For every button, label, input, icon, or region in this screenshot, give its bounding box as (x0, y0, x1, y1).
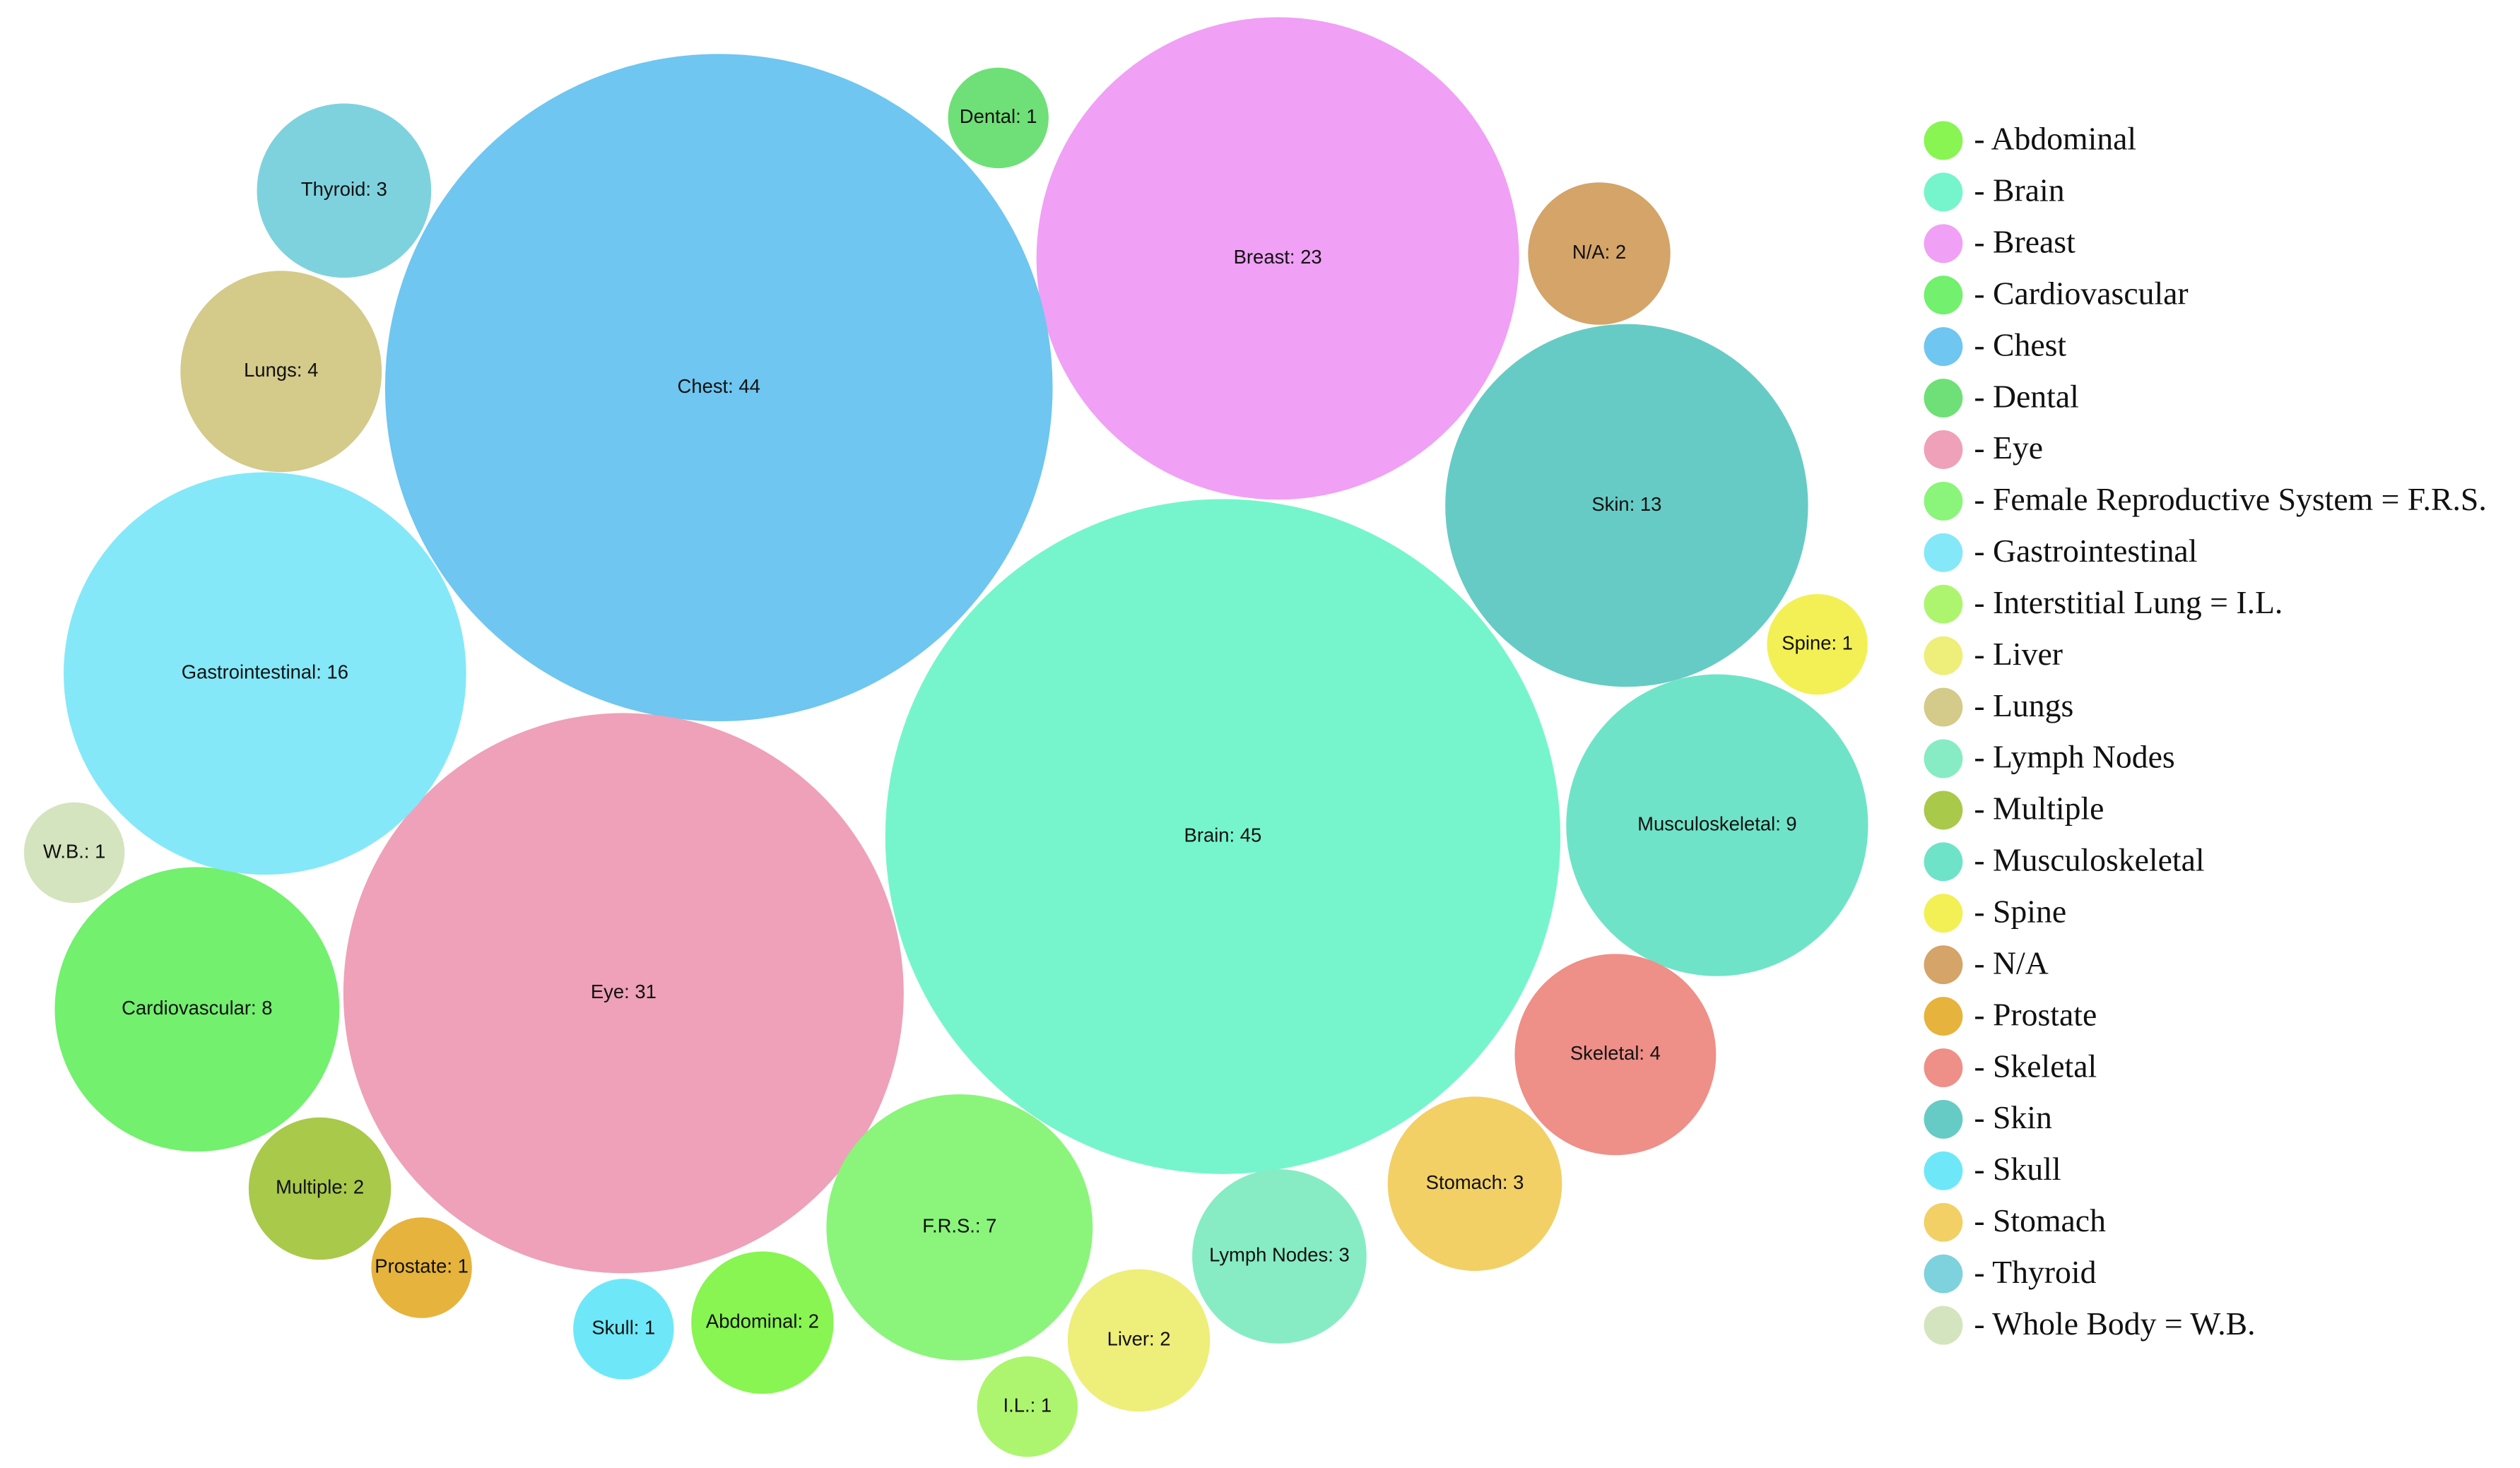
bubble-label: F.R.S.: 7 (922, 1215, 996, 1237)
legend-label: - Abdominal (1974, 121, 2136, 157)
bubble-label: Gastrointestinal: 16 (182, 661, 348, 683)
legend-swatch (1924, 1254, 1963, 1294)
legend-swatch (1924, 997, 1963, 1036)
bubble-label: Skin: 13 (1591, 493, 1661, 515)
bubble (977, 1356, 1078, 1457)
bubble-label: Stomach: 3 (1426, 1171, 1524, 1193)
bubble (64, 472, 466, 875)
bubble-label: W.B.: 1 (43, 840, 105, 862)
legend-swatch (1924, 430, 1963, 469)
bubble-label: Spine: 1 (1782, 632, 1853, 653)
bubble-label: Prostate: 1 (375, 1255, 469, 1277)
legend-swatch (1924, 1048, 1963, 1087)
bubble (826, 1094, 1093, 1361)
bubble-label: Lungs: 4 (244, 359, 318, 381)
legend-swatch (1924, 584, 1963, 624)
legend-swatch (1924, 533, 1963, 572)
legend-swatch (1924, 276, 1963, 315)
legend-swatch (1924, 172, 1963, 212)
bubble (948, 67, 1049, 169)
bubble-label: Skeletal: 4 (1570, 1042, 1661, 1064)
bubble-label: Skull: 1 (591, 1317, 655, 1339)
legend-swatch (1924, 687, 1963, 727)
legend-label: - Multiple (1974, 791, 2104, 827)
bubble-label: Multiple: 2 (276, 1176, 364, 1198)
bubble (691, 1251, 834, 1394)
bubble (1514, 954, 1717, 1156)
bubble (371, 1217, 472, 1318)
legend-label: - Liver (1974, 636, 2063, 672)
legend-label: - Breast (1974, 224, 2076, 260)
legend-swatch (1924, 1306, 1963, 1345)
bubble (54, 867, 340, 1152)
legend-label: - Chest (1974, 326, 2066, 362)
bubble (343, 713, 904, 1274)
legend-swatch (1924, 224, 1963, 264)
legend-label: - Cardiovascular (1974, 275, 2188, 311)
bubble (1445, 324, 1808, 687)
legend-label: - Gastrointestinal (1974, 533, 2197, 569)
legend-label: - Eye (1974, 430, 2043, 466)
legend-label: - Skeletal (1974, 1048, 2097, 1084)
bubble (23, 802, 125, 904)
bubble-label: Breast: 23 (1234, 246, 1322, 268)
bubble-label: Thyroid: 3 (301, 178, 387, 200)
bubble (180, 271, 382, 473)
legend-label: - Prostate (1974, 996, 2097, 1032)
legend-label: - Skin (1974, 1099, 2052, 1135)
legend-swatch (1924, 739, 1963, 779)
legend-swatch (1924, 327, 1963, 367)
legend-label: - Spine (1974, 894, 2066, 930)
bubble-label: Chest: 44 (678, 375, 760, 397)
bubble (1528, 182, 1671, 325)
bubble (1387, 1096, 1562, 1271)
bubble-label: Lymph Nodes: 3 (1209, 1244, 1350, 1266)
legend-swatch (1924, 842, 1963, 882)
legend-swatch (1924, 791, 1963, 830)
legend-label: - Brain (1974, 172, 2064, 208)
bubble (1067, 1269, 1211, 1412)
bubble (885, 499, 1561, 1174)
legend-label: - Thyroid (1974, 1254, 2096, 1290)
legend-label: - N/A (1974, 945, 2048, 981)
legend-swatch (1924, 945, 1963, 985)
legend-swatch (1924, 379, 1963, 418)
legend-label: - Dental (1974, 378, 2078, 414)
legend-swatch (1924, 636, 1963, 675)
legend-swatch (1924, 121, 1963, 160)
legend-label: - Musculoskeletal (1974, 842, 2204, 878)
bubble (257, 103, 432, 278)
bubble-label: N/A: 2 (1572, 241, 1626, 263)
bubble (573, 1279, 674, 1380)
bubble-label: Cardiovascular: 8 (122, 997, 272, 1019)
bubble-label: I.L.: 1 (1003, 1394, 1052, 1416)
bubble (1036, 17, 1519, 500)
legend-swatch (1924, 1099, 1963, 1139)
legend-label: - Female Reproductive System = F.R.S. (1974, 481, 2486, 517)
legend-label: - Lymph Nodes (1974, 739, 2174, 775)
bubble (248, 1117, 391, 1260)
legend-swatch (1924, 894, 1963, 933)
bubble-label: Abdominal: 2 (706, 1310, 819, 1332)
bubble (1192, 1169, 1367, 1344)
bubble-label: Musculoskeletal: 9 (1637, 812, 1797, 834)
legend-swatch (1924, 481, 1963, 521)
bubble (1767, 593, 1868, 695)
legend-label: - Stomach (1974, 1202, 2106, 1238)
bubble-label: Dental: 1 (960, 105, 1037, 127)
bubble-label: Brain: 45 (1184, 824, 1262, 846)
bubble (384, 54, 1053, 722)
legend-label: - Lungs (1974, 687, 2073, 723)
legend-label: - Skull (1974, 1151, 2061, 1187)
bubble (1566, 674, 1868, 976)
legend-label: - Interstitial Lung = I.L. (1974, 584, 2283, 620)
legend-swatch (1924, 1151, 1963, 1190)
legend-label: - Whole Body = W.B. (1974, 1306, 2255, 1342)
legend-swatch (1924, 1202, 1963, 1242)
bubble-label: Liver: 2 (1107, 1328, 1171, 1350)
bubble-label: Eye: 31 (591, 981, 657, 1002)
